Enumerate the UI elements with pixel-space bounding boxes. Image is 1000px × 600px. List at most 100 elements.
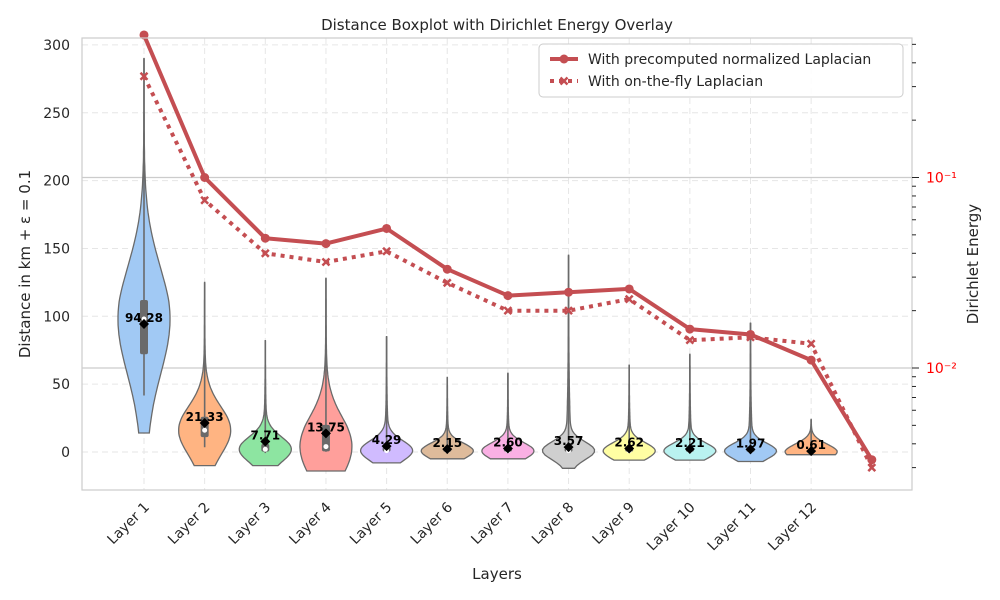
- violin-median: [202, 427, 208, 433]
- energy-point: [503, 291, 513, 301]
- y2-tick-label: 10⁻¹: [926, 171, 957, 187]
- plot-frame: [81, 37, 913, 491]
- energy-point: [624, 284, 634, 294]
- energy-point: [806, 355, 816, 365]
- legend-frame: [538, 43, 904, 98]
- y-tick-label: 150: [43, 241, 70, 257]
- mean-value-label: 7.71: [250, 429, 280, 443]
- legend-label: With on-the-fly Laplacian: [588, 74, 763, 90]
- x-tick-label: Layer 12: [765, 500, 820, 555]
- mean-value-label: 0.61: [796, 438, 826, 452]
- mean-marker: [139, 319, 149, 330]
- marker-stroke: [200, 195, 210, 205]
- energy-point: [867, 463, 877, 472]
- x-tick-label: Layer 10: [644, 500, 699, 555]
- mean-marker: [624, 443, 635, 454]
- violin-median: [323, 444, 329, 450]
- marker-stroke: [382, 246, 391, 256]
- x-tick-label: Layer 11: [705, 500, 760, 555]
- x-tick-label: Layer 3: [226, 500, 274, 548]
- energy-point: [442, 278, 452, 288]
- mean-marker: [199, 418, 210, 429]
- mean-marker: [563, 442, 574, 453]
- x-tick-label: Layer 5: [347, 500, 395, 548]
- mean-marker: [260, 436, 271, 447]
- energy-point: [503, 306, 513, 316]
- x-tick-label: Layer 1: [104, 500, 152, 548]
- mean-value-label: 4.29: [372, 433, 402, 447]
- x-tick-label: Layer 4: [286, 499, 334, 547]
- energy-point: [685, 335, 695, 345]
- x-tick-label: Layer 6: [408, 499, 456, 547]
- marker-stroke: [685, 335, 695, 345]
- mean-value-label: 2.60: [493, 435, 523, 449]
- chart-title: Distance Boxplot with Dirichlet Energy O…: [321, 16, 673, 34]
- energy-point: [746, 332, 755, 342]
- mean-marker: [320, 428, 331, 439]
- x-tick-label: Layer 2: [165, 500, 213, 548]
- energy-point: [624, 294, 634, 304]
- y-tick-label: 50: [52, 377, 70, 393]
- marker-stroke: [746, 332, 755, 342]
- energy-point: [200, 173, 210, 182]
- violin-median: [141, 316, 147, 322]
- y-axis-label: Distance in km + ε = 0.1: [16, 170, 34, 358]
- x-axis-label: Layers: [472, 565, 522, 583]
- energy-point: [260, 233, 270, 243]
- mean-value-label: 2.21: [675, 436, 705, 450]
- mean-marker: [502, 443, 513, 454]
- mean-value-label: 21.33: [186, 410, 224, 424]
- y-tick-label: 250: [43, 106, 70, 122]
- energy-point: [139, 30, 149, 40]
- energy-point: [321, 257, 331, 267]
- energy-point: [564, 287, 574, 297]
- legend: With precomputed normalized Laplacian Wit…: [538, 43, 904, 98]
- marker-stroke: [564, 306, 573, 316]
- energy-point: [382, 223, 392, 233]
- energy-point: [200, 195, 210, 205]
- y-tick-label: 300: [43, 38, 70, 54]
- marker-stroke: [867, 463, 877, 472]
- mean-value-label: 94.28: [125, 311, 163, 325]
- energy-point: [867, 455, 877, 465]
- marker-stroke: [139, 71, 149, 81]
- legend-marker: [559, 76, 569, 86]
- energy-point: [260, 248, 270, 258]
- right-y-axis: 10⁻¹ 10⁻²: [912, 43, 957, 469]
- energy-point: [564, 306, 573, 316]
- marker-stroke: [624, 294, 634, 304]
- energy-lines: [139, 30, 877, 472]
- y-tick-label: 0: [61, 445, 70, 461]
- energy-point: [139, 71, 149, 81]
- violin-median: [262, 446, 268, 452]
- mean-marker: [745, 444, 756, 455]
- violins: 94.28 21.33 7.71 13.75 4.29 2.15 2.60 3.57 2.62 2…: [117, 57, 838, 472]
- y-tick-label: 100: [43, 309, 70, 325]
- mean-value-label: 1.97: [736, 436, 766, 450]
- marker-stroke: [806, 339, 816, 349]
- mean-value-label: 13.75: [307, 420, 345, 434]
- x-tick-label: Layer 8: [529, 500, 577, 548]
- energy-point: [685, 324, 695, 334]
- legend-label: With precomputed normalized Laplacian: [588, 52, 871, 68]
- marker-stroke: [321, 257, 331, 267]
- energy-point: [806, 339, 816, 349]
- x-axis: Layer 1 Layer 2 Layer 3 Layer 4 Layer 5 Layer…: [104, 499, 820, 554]
- mean-value-label: 2.62: [614, 435, 644, 449]
- x-tick-label: Layer 9: [590, 500, 638, 548]
- mean-marker: [806, 446, 817, 457]
- mean-value-label: 2.15: [432, 436, 462, 450]
- y-tick-label: 200: [43, 174, 70, 190]
- mean-marker: [381, 441, 392, 452]
- marker-stroke: [442, 278, 452, 288]
- y2-axis-label: Dirichlet Energy: [964, 204, 982, 324]
- mean-marker: [684, 444, 695, 455]
- marker-stroke: [260, 248, 270, 258]
- x-tick-label: Layer 7: [468, 500, 516, 548]
- mean-value-label: 3.57: [554, 434, 584, 448]
- left-y-axis: 0 50 100 150 200 250 300: [43, 38, 70, 461]
- marker-stroke: [503, 306, 513, 316]
- energy-point: [442, 264, 452, 274]
- energy-point: [321, 239, 331, 249]
